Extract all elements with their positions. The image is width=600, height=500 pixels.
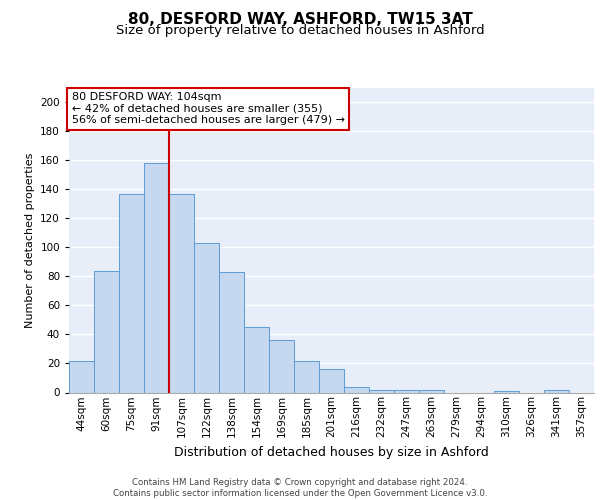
Text: 80 DESFORD WAY: 104sqm
← 42% of detached houses are smaller (355)
56% of semi-de: 80 DESFORD WAY: 104sqm ← 42% of detached…	[71, 92, 344, 126]
Bar	[394, 390, 419, 392]
Bar	[144, 163, 169, 392]
Bar	[69, 360, 94, 392]
X-axis label: Distribution of detached houses by size in Ashford: Distribution of detached houses by size …	[174, 446, 489, 458]
Bar	[544, 390, 569, 392]
Bar	[494, 391, 519, 392]
Bar	[319, 370, 344, 392]
Bar	[219, 272, 244, 392]
Y-axis label: Number of detached properties: Number of detached properties	[25, 152, 35, 328]
Bar	[194, 243, 219, 392]
Bar	[119, 194, 144, 392]
Bar	[294, 360, 319, 392]
Bar	[369, 390, 394, 392]
Text: Contains HM Land Registry data © Crown copyright and database right 2024.
Contai: Contains HM Land Registry data © Crown c…	[113, 478, 487, 498]
Bar	[269, 340, 294, 392]
Bar	[419, 390, 444, 392]
Bar	[94, 270, 119, 392]
Text: 80, DESFORD WAY, ASHFORD, TW15 3AT: 80, DESFORD WAY, ASHFORD, TW15 3AT	[128, 12, 472, 28]
Bar	[244, 327, 269, 392]
Bar	[344, 386, 369, 392]
Text: Size of property relative to detached houses in Ashford: Size of property relative to detached ho…	[116, 24, 484, 37]
Bar	[169, 194, 194, 392]
